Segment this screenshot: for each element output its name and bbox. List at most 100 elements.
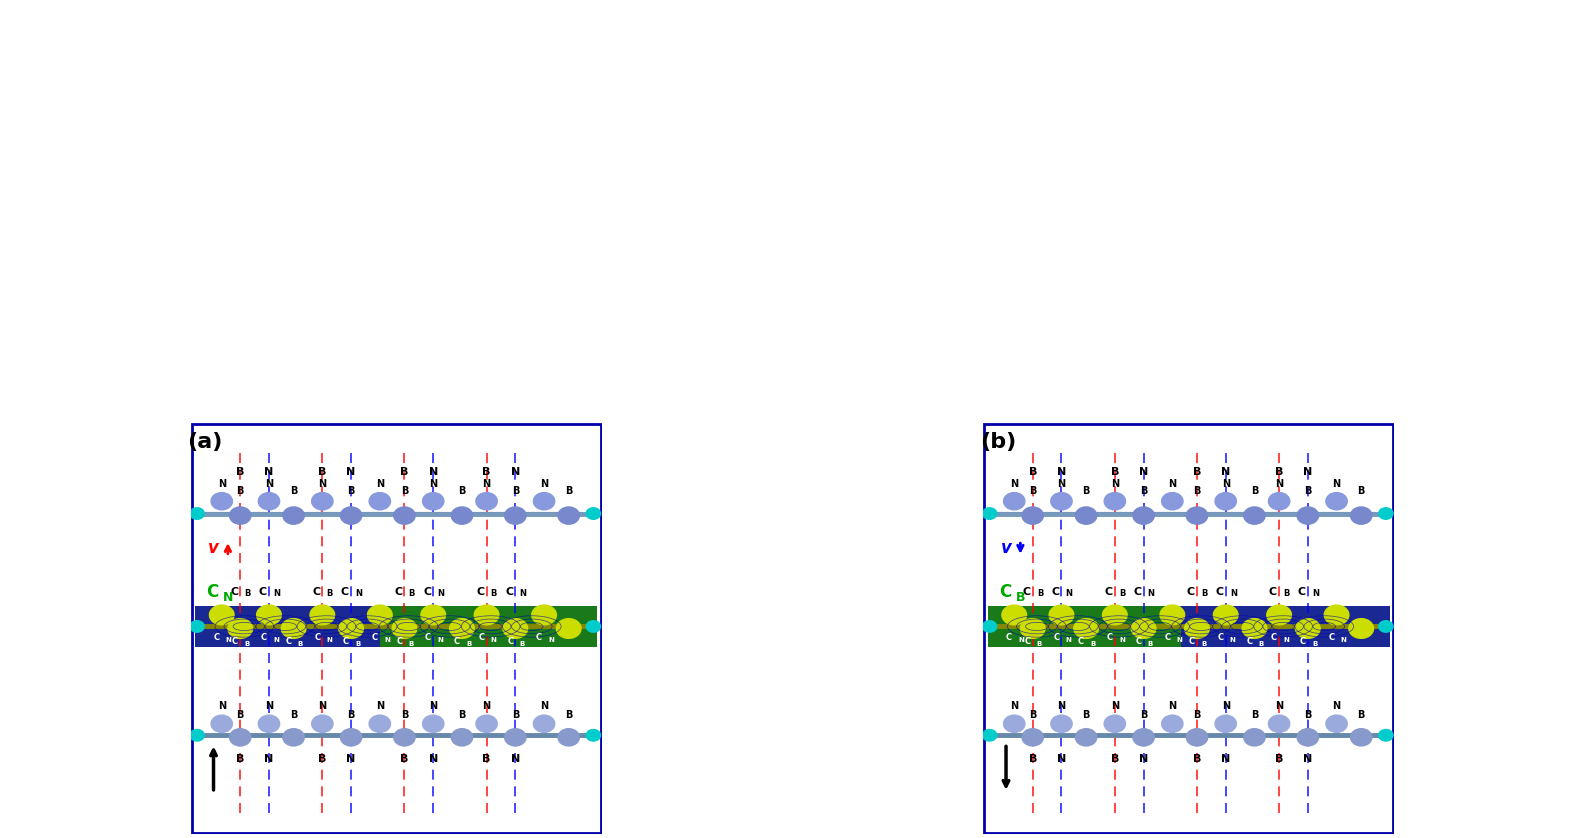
Ellipse shape (452, 507, 472, 525)
FancyBboxPatch shape (984, 424, 1393, 833)
Text: C: C (1051, 587, 1059, 597)
Ellipse shape (209, 605, 235, 625)
Ellipse shape (393, 507, 415, 525)
Text: B: B (1090, 641, 1095, 647)
Text: B: B (1083, 486, 1090, 496)
Text: N: N (1333, 479, 1341, 489)
Ellipse shape (423, 493, 444, 510)
Ellipse shape (1350, 507, 1373, 525)
Text: C: C (1271, 633, 1278, 642)
Text: N: N (430, 479, 437, 489)
Ellipse shape (983, 621, 997, 632)
Text: C: C (1300, 637, 1306, 646)
Text: N: N (1341, 637, 1347, 643)
Ellipse shape (423, 715, 444, 732)
Ellipse shape (1349, 618, 1374, 639)
Ellipse shape (1075, 507, 1097, 525)
Text: N: N (1222, 479, 1230, 489)
Text: C: C (371, 633, 377, 642)
Text: (a): (a) (187, 432, 223, 452)
Text: N: N (327, 637, 333, 643)
Text: N: N (217, 701, 225, 711)
Text: N: N (225, 637, 231, 643)
Ellipse shape (1216, 493, 1236, 510)
Text: C: C (1135, 637, 1141, 646)
Text: N: N (1230, 637, 1236, 643)
Text: C: C (285, 637, 292, 646)
Ellipse shape (1133, 507, 1154, 525)
Text: C: C (1217, 633, 1224, 642)
Text: N: N (319, 479, 327, 489)
Text: B: B (520, 641, 525, 647)
Text: B: B (1312, 641, 1317, 647)
Text: B: B (244, 589, 250, 598)
Ellipse shape (1002, 605, 1027, 625)
FancyBboxPatch shape (192, 424, 601, 833)
Text: N: N (1140, 468, 1148, 478)
Text: C: C (1216, 587, 1224, 597)
Text: N: N (273, 589, 281, 598)
Ellipse shape (452, 729, 472, 746)
Ellipse shape (1184, 618, 1209, 639)
Text: B: B (564, 486, 572, 496)
Text: B: B (1251, 486, 1258, 496)
Text: N: N (1065, 589, 1073, 598)
Text: B: B (1194, 710, 1201, 720)
Text: C: C (1298, 587, 1306, 597)
Ellipse shape (1021, 618, 1045, 639)
Text: N: N (1284, 637, 1289, 643)
Ellipse shape (1216, 715, 1236, 732)
Ellipse shape (1022, 507, 1043, 525)
Ellipse shape (1297, 729, 1319, 746)
Text: N: N (1057, 479, 1065, 489)
Text: N: N (1018, 637, 1024, 643)
Text: N: N (347, 754, 355, 764)
Text: N: N (1111, 479, 1119, 489)
Text: C: C (425, 633, 431, 642)
Ellipse shape (504, 507, 526, 525)
Text: B: B (1194, 486, 1201, 496)
Ellipse shape (1105, 493, 1125, 510)
Ellipse shape (504, 729, 526, 746)
Text: C: C (312, 587, 320, 597)
Text: C: C (231, 637, 238, 646)
Ellipse shape (1214, 605, 1238, 625)
Text: N: N (1119, 637, 1125, 643)
Text: C: C (453, 637, 460, 646)
Ellipse shape (586, 508, 601, 520)
Text: B: B (1140, 710, 1148, 720)
Text: B: B (401, 710, 409, 720)
Text: C: C (1246, 637, 1252, 646)
Ellipse shape (1379, 621, 1393, 632)
Ellipse shape (983, 730, 997, 741)
Text: N: N (1222, 701, 1230, 711)
Text: C: C (1106, 633, 1113, 642)
Text: C: C (262, 633, 266, 642)
Text: B: B (1111, 754, 1119, 764)
Ellipse shape (311, 605, 334, 625)
Ellipse shape (368, 605, 391, 625)
Ellipse shape (476, 715, 498, 732)
Text: B: B (1119, 589, 1125, 598)
Text: B: B (236, 486, 244, 496)
FancyBboxPatch shape (195, 606, 380, 647)
Text: C: C (536, 633, 542, 642)
Text: N: N (376, 701, 384, 711)
FancyBboxPatch shape (195, 606, 598, 647)
Ellipse shape (339, 618, 363, 639)
Text: N: N (1057, 468, 1067, 478)
Ellipse shape (1103, 605, 1127, 625)
Text: N: N (1010, 479, 1018, 489)
Ellipse shape (211, 715, 233, 732)
Text: B: B (1304, 710, 1311, 720)
Ellipse shape (1049, 605, 1073, 625)
Ellipse shape (534, 493, 555, 510)
Text: C: C (1187, 587, 1195, 597)
Text: C: C (396, 637, 403, 646)
Ellipse shape (1051, 715, 1071, 732)
Text: N: N (273, 637, 279, 643)
Text: C: C (1024, 637, 1030, 646)
Text: N: N (1168, 701, 1176, 711)
Text: B: B (1194, 754, 1201, 764)
Ellipse shape (502, 618, 528, 639)
